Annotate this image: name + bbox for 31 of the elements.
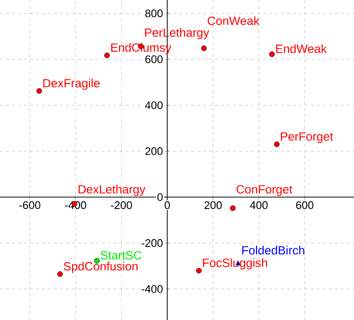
x-tick-label: -200	[110, 201, 132, 210]
y-tick-label: 400	[145, 101, 163, 110]
point	[230, 205, 236, 211]
x-tick-label: -600	[19, 201, 40, 210]
x-tick-label: 600	[296, 201, 314, 210]
y-tick-label: 600	[145, 55, 163, 64]
series-label: EndWeak	[276, 44, 327, 54]
series-label: FoldedBirch	[242, 246, 304, 255]
series-label: ConWeak	[208, 16, 260, 26]
y-tick-label: 0	[157, 193, 163, 201]
series-label: DexFragile	[43, 78, 100, 90]
y-tick-label: -400	[142, 285, 163, 293]
y-tick-label: 200	[145, 147, 163, 156]
series-label: DexLethargy	[78, 184, 146, 196]
point	[57, 271, 63, 277]
point	[36, 88, 42, 94]
y-tick-label: 800	[145, 9, 163, 18]
series-label: PerForget	[280, 132, 334, 144]
series-label: ConForget	[236, 185, 292, 196]
x-tick-label: 400	[250, 201, 268, 210]
point	[269, 51, 275, 58]
series-label: SpdConfusion	[64, 262, 138, 273]
series-label: FocSluggish	[203, 258, 268, 270]
point	[201, 45, 207, 52]
x-tick-label: 0	[164, 201, 170, 210]
point	[274, 141, 280, 148]
point	[196, 268, 202, 274]
point	[104, 52, 110, 58]
series-label: StartSC	[100, 251, 142, 260]
x-tick-label: 200	[204, 201, 222, 210]
y-tick-label: -200	[142, 239, 163, 247]
